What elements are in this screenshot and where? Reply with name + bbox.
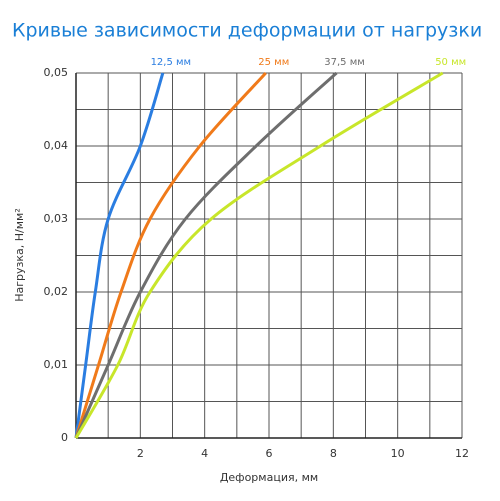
y-tick-label: 0	[61, 431, 68, 444]
legend-label: 25 мм	[258, 57, 289, 68]
legend-label: 50 мм	[435, 57, 466, 68]
x-tick-label: 4	[201, 447, 208, 460]
legend-label: 37,5 мм	[324, 57, 365, 68]
y-tick-label: 0,03	[44, 212, 69, 225]
data-line	[74, 71, 338, 439]
x-axis-label: Деформация, мм	[220, 471, 318, 484]
chart-title: Кривые зависимости деформации от нагрузк…	[12, 20, 482, 42]
data-line	[74, 72, 165, 439]
y-tick-label: 0,05	[44, 66, 69, 79]
y-axis-label: Нагрузка, Н/мм²	[13, 208, 26, 302]
y-tick-label: 0,04	[44, 139, 69, 152]
y-tick-label: 0,02	[44, 285, 69, 298]
x-tick-label: 2	[137, 447, 144, 460]
data-line	[74, 71, 267, 439]
y-tick-label: 0,01	[44, 358, 69, 371]
data-line	[74, 71, 444, 439]
x-tick-label: 10	[391, 447, 405, 460]
legend-label: 12,5 мм	[151, 57, 192, 68]
x-tick-label: 8	[330, 447, 337, 460]
x-tick-label: 6	[266, 447, 273, 460]
x-tick-label: 12	[455, 447, 469, 460]
